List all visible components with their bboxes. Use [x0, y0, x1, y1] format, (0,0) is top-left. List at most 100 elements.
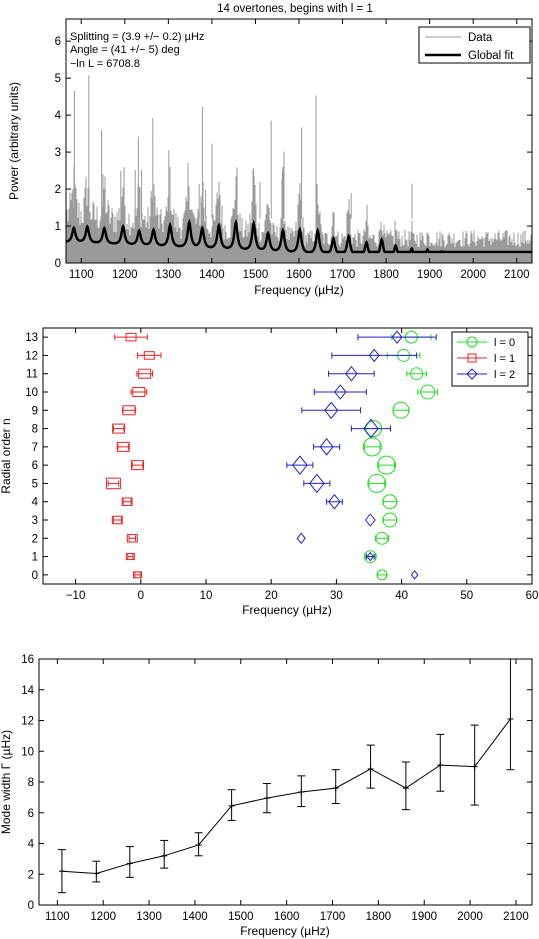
mode-width-x-tick-label: 1100	[45, 911, 70, 923]
splitting-annotation: Splitting = (3.9 +/− 0.2) µHz	[70, 31, 204, 43]
l2-point	[366, 551, 375, 562]
mode-width-x-tick-label: 1200	[90, 911, 116, 923]
mode-width-y-tick-label: 0	[28, 900, 34, 912]
data-series-spikes	[72, 75, 413, 219]
mode-width-y-tick-label: 14	[21, 685, 34, 697]
radial-order-x-tick-label: 50	[460, 590, 473, 602]
power-spectrum-x-tick-label: 1900	[417, 269, 443, 281]
radial-order-axes-box	[42, 327, 533, 585]
power-spectrum-x-tick-label: 1600	[286, 269, 312, 281]
mode-width-x-tick-label: 2100	[503, 911, 529, 923]
radial-order-y-tick-label: 2	[32, 533, 38, 545]
l1-point	[125, 553, 135, 561]
l1-point	[132, 387, 146, 397]
radial-order-x-tick-label: 40	[395, 590, 408, 602]
radial-order-y-tick-label: 6	[32, 460, 38, 472]
l2-point	[363, 418, 379, 439]
power-spectrum-y-ticks: 0 1 2 3 4 5 6	[55, 36, 532, 270]
legend-l0-label: l = 0	[494, 337, 515, 349]
radial-order-y-tick-label: 7	[32, 442, 38, 454]
l1-point	[133, 571, 143, 579]
radial-order-markers	[105, 330, 438, 581]
l1-point	[126, 534, 138, 543]
radial-order-x-tick-label: 0	[138, 590, 144, 602]
power-spectrum-y-tick-label: 6	[55, 36, 61, 48]
l0-point	[375, 531, 389, 545]
l2-point	[328, 493, 341, 510]
mode-width-x-tick-label: 2000	[457, 911, 483, 923]
l0-point	[362, 437, 382, 457]
l0-point	[420, 384, 436, 400]
radial-order-x-tick-label: 10	[200, 590, 213, 602]
power-spectrum-x-tick-label: 1700	[330, 269, 356, 281]
mode-width-x-tick-label: 1500	[228, 911, 254, 923]
l0-point	[376, 569, 388, 581]
legend-l0-marker	[466, 336, 478, 348]
radial-order-y-tick-label: 4	[32, 497, 39, 509]
mode-width-x-tick-label: 1300	[136, 911, 162, 923]
l1-point	[131, 460, 145, 471]
radial-order-x-label: Frequency (µHz)	[242, 603, 332, 617]
radial-order-x-ticks: −10 0 10 20 30 40 50 60	[66, 328, 539, 602]
l1-point	[116, 441, 130, 452]
radial-order-x-tick-label: −10	[66, 590, 86, 602]
radial-order-y-tick-label: 3	[32, 515, 38, 527]
radial-order-y-tick-label: 11	[26, 369, 38, 381]
power-spectrum-x-tick-label: 2000	[460, 269, 486, 281]
power-spectrum-x-label: Frequency (µHz)	[254, 283, 344, 297]
power-spectrum-y-tick-label: 2	[55, 184, 61, 196]
l1-point	[143, 351, 155, 360]
power-spectrum-x-tick-label: 1100	[69, 269, 94, 281]
mode-width-x-tick-label: 1600	[274, 911, 300, 923]
power-spectrum-x-tick-label: 1500	[243, 269, 269, 281]
l0-point	[382, 494, 398, 510]
data-spikes	[72, 75, 413, 219]
l0-point	[377, 455, 397, 475]
mode-width-x-label: Frequency (µHz)	[240, 924, 330, 938]
legend-data-label: Data	[468, 32, 493, 44]
power-spectrum-y-tick-label: 3	[55, 147, 61, 159]
mode-width-y-tick-label: 2	[28, 869, 34, 881]
power-spectrum-legend: Data Global fit	[418, 26, 531, 64]
l0-point	[410, 367, 424, 381]
mode-width-y-label: Mode width Γ (µHz)	[0, 730, 13, 834]
legend-l1-label: l = 1	[494, 353, 515, 365]
l2-point	[410, 570, 419, 580]
l2-point	[345, 365, 358, 382]
radial-order-x-tick-label: 60	[526, 590, 539, 602]
l2-point	[368, 348, 380, 363]
mode-width-y-tick-label: 4	[28, 839, 35, 851]
radial-order-y-tick-label: 1	[32, 552, 38, 564]
l1-point	[125, 332, 137, 342]
l1-point	[105, 477, 121, 490]
radial-order-y-tick-label: 5	[32, 478, 38, 490]
l0-point	[382, 512, 398, 528]
mode-width-x-tick-label: 1900	[411, 911, 437, 923]
mode-width-panel: 1100 1200 1300 1400 1500 1600 1700 1800 1900 2000…	[0, 654, 533, 938]
l2-point	[324, 401, 339, 420]
mode-width-y-ticks: 0 2 4 6 8 10 12 14 16	[21, 654, 532, 912]
radial-order-y-tick-label: 8	[32, 424, 38, 436]
l1-point	[138, 368, 152, 379]
radial-order-y-tick-label: 9	[32, 405, 38, 417]
global-fit-line	[65, 218, 532, 254]
l0-point	[363, 550, 377, 564]
radial-order-x-tick-label: 20	[265, 590, 278, 602]
power-spectrum-x-tick-label: 1400	[199, 269, 225, 281]
power-spectrum-y-tick-label: 5	[55, 73, 61, 85]
likelihood-annotation: −ln L = 6708.8	[70, 58, 140, 70]
l1-point	[121, 497, 133, 506]
l0-point	[392, 401, 410, 419]
l2-point	[296, 532, 306, 545]
legend-l2-label: l = 2	[494, 369, 515, 381]
power-spectrum-x-tick-label: 2100	[504, 269, 530, 281]
mode-width-line	[61, 718, 511, 875]
radial-order-y-tick-label: 12	[25, 350, 38, 362]
power-spectrum-y-tick-label: 0	[55, 258, 61, 270]
mode-width-x-tick-label: 1800	[366, 911, 392, 923]
radial-order-y-tick-label: 0	[32, 570, 38, 582]
radial-order-y-label: Radial order n	[0, 418, 13, 493]
radial-order-y-tick-label: 13	[25, 332, 38, 344]
